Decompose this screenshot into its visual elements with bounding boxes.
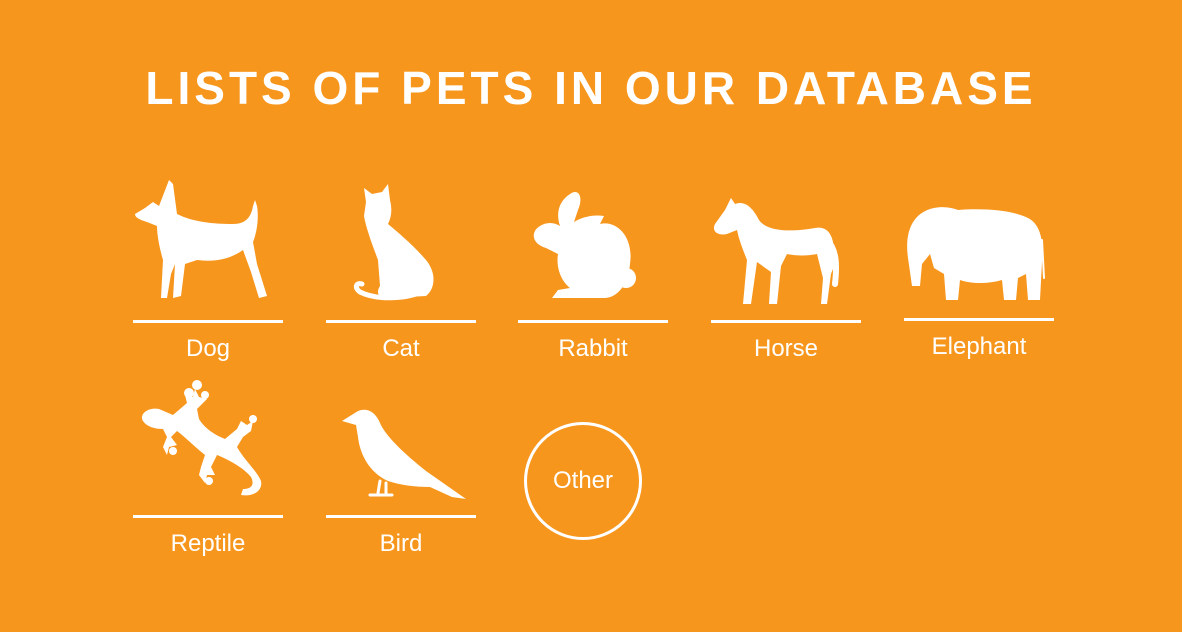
- reptile-icon: [133, 375, 283, 505]
- pet-label-dog: Dog: [185, 335, 231, 362]
- pet-label-horse: Horse: [753, 335, 819, 362]
- other-label: Other: [552, 467, 614, 494]
- reptile-divider: [133, 515, 283, 518]
- other-button[interactable]: Other: [524, 422, 642, 540]
- dog-divider: [133, 320, 283, 323]
- bird-icon: [326, 375, 476, 505]
- rabbit-icon: [518, 180, 668, 310]
- rabbit-divider: [518, 320, 668, 323]
- horse-icon: [711, 180, 861, 310]
- horse-divider: [711, 320, 861, 323]
- pet-label-elephant: Elephant: [931, 333, 1027, 360]
- dog-icon: [133, 180, 283, 310]
- elephant-icon: [904, 178, 1054, 308]
- pet-tile-bird[interactable]: Bird: [326, 375, 476, 575]
- pet-tile-rabbit[interactable]: Rabbit: [518, 180, 668, 380]
- pet-tile-cat[interactable]: Cat: [326, 180, 476, 380]
- pet-tile-reptile[interactable]: Reptile: [133, 375, 283, 575]
- pet-label-rabbit: Rabbit: [558, 335, 628, 362]
- page-title: LISTS OF PETS IN OUR DATABASE: [145, 62, 1037, 114]
- elephant-divider: [904, 318, 1054, 321]
- pet-tile-horse[interactable]: Horse: [711, 180, 861, 380]
- cat-icon: [326, 180, 476, 310]
- cat-divider: [326, 320, 476, 323]
- pet-label-reptile: Reptile: [170, 530, 246, 557]
- pet-label-bird: Bird: [379, 530, 423, 557]
- bird-divider: [326, 515, 476, 518]
- pet-tile-dog[interactable]: Dog: [133, 180, 283, 380]
- pet-tile-elephant[interactable]: Elephant: [904, 178, 1054, 378]
- pet-label-cat: Cat: [382, 335, 420, 362]
